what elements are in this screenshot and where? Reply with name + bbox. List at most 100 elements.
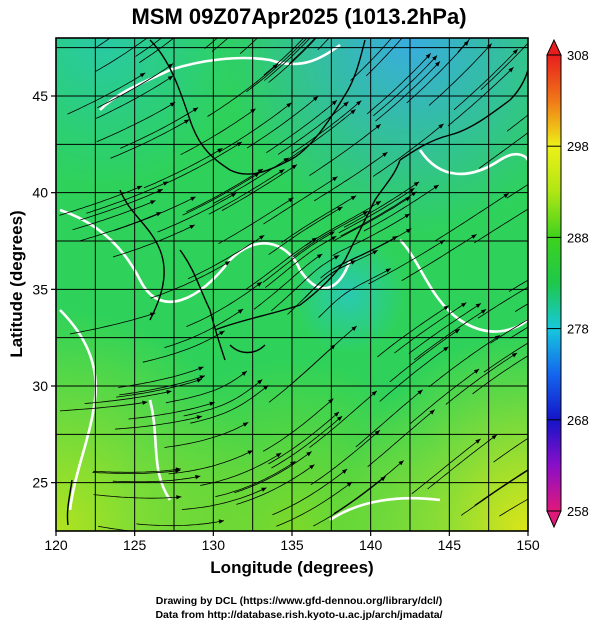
streamline: [110, 119, 190, 159]
streamline-arrowhead: [374, 430, 380, 436]
streamline-arrowhead: [261, 487, 267, 492]
y-tick-label: 40: [32, 185, 48, 201]
streamline-arrowhead: [189, 224, 195, 230]
x-axis: 120 125 130 135 140 145 150: [44, 531, 540, 553]
streamline: [372, 55, 438, 117]
streamline-arrowhead: [312, 96, 319, 102]
streamline-arrowhead: [221, 30, 226, 35]
streamline: [128, 401, 215, 420]
streamline-arrowhead: [473, 369, 480, 374]
streamline-arrowhead: [371, 390, 377, 396]
streamline-arrowhead: [486, 43, 492, 49]
streamline: [499, 498, 528, 517]
streamline: [98, 525, 134, 531]
streamline: [506, 183, 528, 199]
streamline-arrowhead: [405, 196, 411, 202]
streamline: [186, 281, 263, 327]
colorbar-max-arrow: [546, 38, 562, 56]
streamline: [333, 228, 412, 270]
streamline: [245, 237, 318, 290]
streamline-arrowhead: [398, 460, 404, 466]
streamline: [509, 326, 528, 339]
streamline: [236, 464, 315, 505]
colorbar-tick-label: 298: [567, 139, 589, 154]
streamline: [284, 109, 356, 162]
streamline: [112, 475, 201, 483]
streamline-arrowhead: [417, 389, 423, 395]
colorbar-scale: [547, 55, 561, 511]
x-tick-label: 130: [202, 537, 226, 553]
streamline: [310, 429, 381, 486]
streamline: [355, 389, 423, 448]
streamline-arrowhead: [330, 344, 336, 350]
streamline: [377, 305, 450, 358]
streamline: [375, 61, 441, 122]
streamline-arrowhead: [237, 309, 244, 314]
streamline: [67, 72, 146, 115]
streamline-arrowhead: [375, 201, 381, 206]
streamline-arrowhead: [346, 482, 353, 487]
streamline-arrowhead: [392, 31, 397, 36]
streamline: [288, 38, 316, 64]
streamline: [483, 342, 528, 373]
streamline-arrowhead: [503, 193, 509, 198]
streamline-arrowhead: [224, 261, 231, 266]
streamline: [477, 286, 528, 319]
streamline-arrowhead: [425, 53, 431, 59]
streamline-arrowhead: [529, 466, 534, 471]
streamline-arrowhead: [528, 181, 533, 186]
streamline: [183, 379, 263, 417]
streamline-arrowhead: [413, 181, 420, 187]
streamline: [290, 325, 357, 385]
streamline: [350, 38, 393, 81]
streamline-arrowhead: [328, 398, 334, 404]
streamline: [394, 302, 467, 354]
streamline: [281, 195, 357, 243]
streamline-arrowhead: [181, 532, 186, 536]
streamline: [59, 185, 143, 216]
streamline: [135, 38, 163, 57]
streamline: [474, 469, 528, 506]
streamline: [234, 451, 312, 494]
streamline: [164, 422, 249, 448]
streamline: [118, 366, 204, 388]
x-tick-label: 140: [359, 537, 383, 553]
streamline-arrowhead: [184, 119, 190, 124]
streamline-arrowhead: [319, 30, 324, 35]
streamline: [59, 401, 148, 412]
streamline: [186, 168, 264, 213]
streamline-arrowhead: [529, 339, 534, 344]
streamline-arrowhead: [150, 32, 155, 37]
streamline: [164, 141, 243, 185]
streamline-arrowhead: [331, 100, 337, 106]
streamline-arrowhead: [392, 236, 398, 241]
colorbar-tick-label: 288: [567, 230, 589, 245]
streamline: [333, 460, 404, 514]
streamline-arrowhead: [531, 283, 536, 287]
streamline-arrowhead: [382, 152, 388, 157]
streamline: [264, 38, 311, 81]
streamline-arrowhead: [190, 196, 196, 201]
streamline-arrowhead: [435, 61, 440, 67]
streamline-arrowhead: [341, 469, 348, 474]
streamline-arrowhead: [305, 31, 310, 36]
streamline-arrowhead: [283, 157, 289, 163]
streamline-arrowhead: [176, 32, 181, 37]
streamline-arrowhead: [257, 379, 263, 385]
streamline-arrowhead: [162, 181, 169, 186]
streamline-arrowhead: [337, 206, 343, 212]
streamline: [93, 468, 181, 473]
streamline-arrowhead: [380, 476, 386, 482]
streamline-arrowhead: [112, 33, 117, 38]
y-tick-label: 35: [32, 281, 48, 297]
streamline: [72, 200, 156, 231]
streamline-arrowhead: [356, 100, 362, 106]
streamline-arrowhead: [199, 375, 205, 380]
streamline-arrowhead: [528, 496, 533, 500]
streamline: [304, 249, 378, 299]
streamline: [367, 409, 435, 468]
streamline-arrowhead: [336, 416, 343, 421]
figure-title: MSM 09Z07Apr2025 (1013.2hPa): [131, 4, 466, 29]
streamline-arrowhead: [167, 75, 174, 81]
streamline-arrowhead: [350, 195, 357, 201]
